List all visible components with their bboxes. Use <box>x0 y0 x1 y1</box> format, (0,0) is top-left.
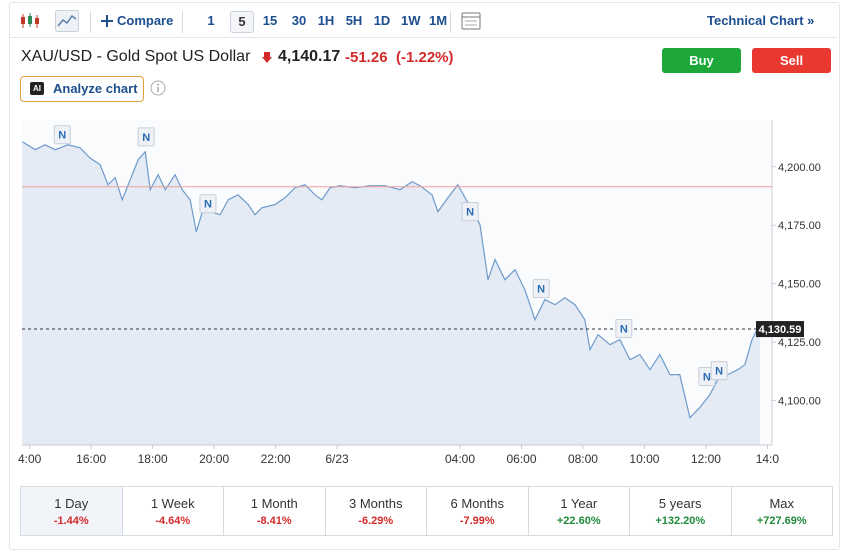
period-change: -6.29% <box>358 515 394 527</box>
interval-button[interactable]: 1W <box>401 13 421 28</box>
compare[interactable]: Compare <box>117 13 174 28</box>
ai-badge: AI <box>30 82 44 95</box>
x-tick-label: 06:00 <box>506 452 536 466</box>
news-marker <box>137 127 155 147</box>
news-marker <box>710 361 728 381</box>
info-icon[interactable] <box>150 80 166 96</box>
period-cell[interactable]: 1 Day -1.44% <box>21 487 122 535</box>
period-cell[interactable]: 1 Month -8.41% <box>223 487 325 535</box>
area-icon[interactable] <box>55 10 79 32</box>
period-label: 1 Week <box>150 496 195 511</box>
x-tick-label: 6/23 <box>325 452 349 466</box>
news-marker <box>53 125 71 145</box>
symbol-name: XAU/USD - Gold Spot US Dollar <box>21 48 251 65</box>
news-marker-label: N <box>703 371 711 383</box>
sell-button[interactable]: Sell <box>752 48 831 73</box>
price-change-percent: (-1.22%) <box>396 49 454 66</box>
y-tick-label: 4,175.00 <box>778 220 821 232</box>
period-label: 6 Months <box>450 496 504 511</box>
period-cell[interactable]: 1 Week -4.64% <box>121 487 224 535</box>
table-icon[interactable] <box>461 12 481 30</box>
interval-button[interactable]: 5H <box>345 13 363 28</box>
period-label: 1 Year <box>560 496 598 511</box>
plus-icon[interactable] <box>100 14 114 28</box>
period-change: +22.60% <box>556 515 601 527</box>
y-tick-label: 4,200.00 <box>778 162 821 174</box>
news-marker-label: N <box>204 199 212 211</box>
period-change: -7.99% <box>459 515 495 527</box>
x-tick-label: 16:00 <box>76 452 106 466</box>
news-marker-label: N <box>142 132 150 144</box>
analyze-chart-label: Analyze chart <box>53 81 138 96</box>
price-line <box>21 141 761 419</box>
x-tick-label: 18:00 <box>138 452 168 466</box>
news-marker <box>199 194 217 214</box>
interval-button[interactable]: 5 <box>230 11 254 33</box>
x-tick-label: 14:0 <box>756 452 780 466</box>
period-change: +727.69% <box>756 515 807 527</box>
technical-chart-link[interactable]: Technical Chart » <box>707 13 815 28</box>
news-marker-label: N <box>715 366 723 378</box>
x-tick-label: 4:00 <box>18 452 42 466</box>
period-cell[interactable]: 1 Year +22.60% <box>527 487 630 535</box>
interval-button[interactable]: 1M <box>429 13 448 28</box>
news-marker-label: N <box>58 130 66 142</box>
last-price-box <box>756 321 804 338</box>
period-change: -4.64% <box>155 515 191 527</box>
x-tick-label: 20:00 <box>199 452 229 466</box>
price-change: -51.26 <box>345 49 388 66</box>
period-cell[interactable]: 5 years +132.20% <box>629 487 731 535</box>
interval-button[interactable]: 1H <box>317 13 335 28</box>
candles-icon[interactable] <box>18 11 42 31</box>
news-marker-label: N <box>620 324 628 336</box>
interval-button[interactable]: 1 <box>207 13 215 28</box>
x-tick-label: 08:00 <box>568 452 598 466</box>
period-cell[interactable]: 6 Months -7.99% <box>426 487 528 535</box>
period-label: 5 years <box>658 496 702 511</box>
x-tick-label: 10:00 <box>629 452 659 466</box>
area <box>22 141 761 445</box>
separator <box>90 11 91 33</box>
news-marker <box>615 319 633 339</box>
period-cell[interactable]: 3 Months -6.29% <box>324 487 427 535</box>
price: 4,140.17 <box>278 48 341 65</box>
x-tick-label: 22:00 <box>261 452 291 466</box>
x-tick-label: 12:00 <box>691 452 721 466</box>
down-arrow <box>262 52 272 63</box>
y-tick-label: 4,100.00 <box>778 396 821 408</box>
news-marker <box>461 202 479 222</box>
toolbar: Compare 1 5 15 30 1H 5H 1D 1W 1M Technical Chart… <box>10 3 837 38</box>
interval-button[interactable]: 15 <box>262 13 278 28</box>
interval-button[interactable]: 1D <box>373 13 391 28</box>
period-label: 1 Month <box>250 496 298 511</box>
y-tick-label: 4,150.00 <box>778 279 821 291</box>
news-marker <box>532 279 550 299</box>
separator <box>450 11 451 33</box>
news-marker-label: N <box>466 207 474 219</box>
period-label: Max <box>769 496 795 511</box>
period-change: -8.41% <box>256 515 292 527</box>
period-change: -1.44% <box>53 515 89 527</box>
chart: Investing.com4,100.004,125.004,150.004,1… <box>18 120 821 466</box>
last-price-label: 4,130.59 <box>759 324 802 336</box>
interval-button[interactable]: 30 <box>291 13 307 28</box>
period-cell[interactable]: Max +727.69% <box>730 487 833 535</box>
y-tick-label: 4,125.00 <box>778 337 821 349</box>
separator <box>182 11 183 33</box>
analyze-chart-button[interactable]: AI Analyze chart <box>20 76 144 102</box>
period-label: 1 Day <box>54 496 89 511</box>
period-performance: 1 Day -1.44% 1 Week -4.64% 1 Month -8.41% 3 Mo… <box>20 486 833 536</box>
x-tick-label: 04:00 <box>445 452 475 466</box>
news-marker-label: N <box>537 284 545 296</box>
period-label: 3 Months <box>349 496 403 511</box>
period-change: +132.20% <box>655 515 706 527</box>
buy-button[interactable]: Buy <box>662 48 741 73</box>
